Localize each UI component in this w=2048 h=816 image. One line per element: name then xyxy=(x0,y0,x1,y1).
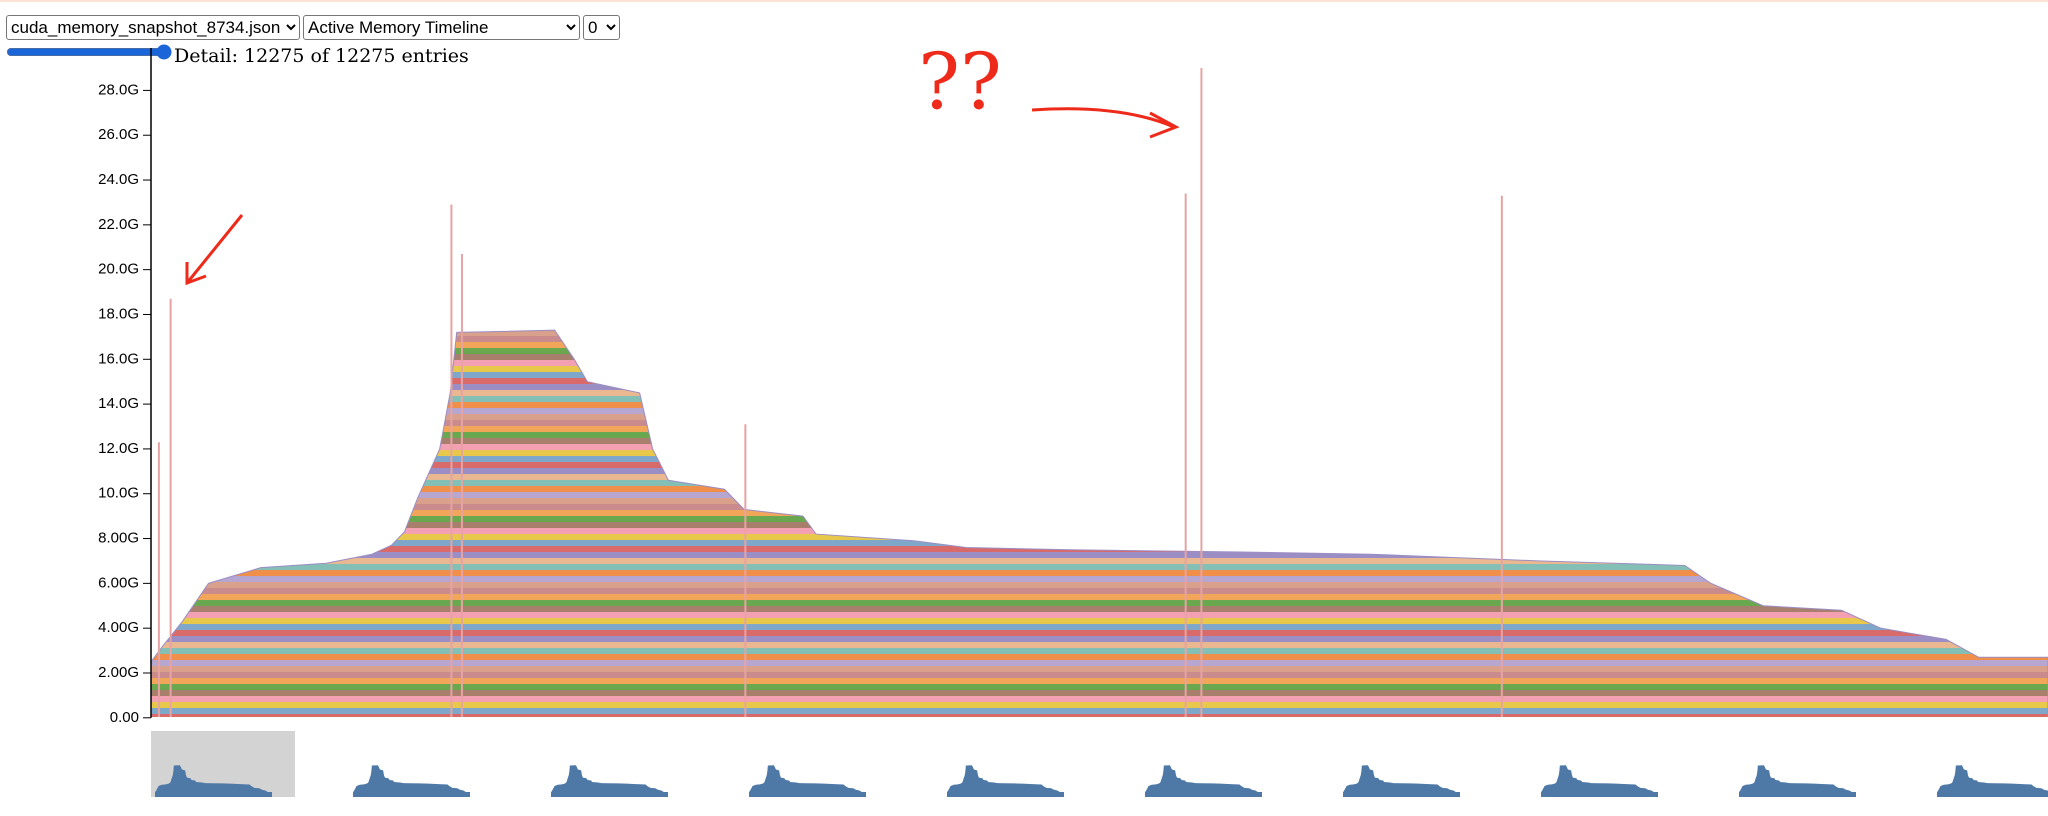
detail-slider[interactable] xyxy=(6,44,172,60)
minimap-area xyxy=(1937,765,2048,797)
minimap-area xyxy=(749,765,866,797)
minimap-area xyxy=(155,765,272,797)
memory-area xyxy=(151,329,2048,717)
minimap-area xyxy=(1541,765,1658,797)
toolbar: cuda_memory_snapshot_8734.json Active Me… xyxy=(6,15,620,40)
y-tick-label: 2.00G xyxy=(98,664,139,681)
y-tick-label: 8.00G xyxy=(98,530,139,547)
y-tick-label: 14.0G xyxy=(98,395,139,412)
y-tick-label: 20.0G xyxy=(98,261,139,278)
y-tick-label: 24.0G xyxy=(98,171,139,188)
minimap-area xyxy=(1739,765,1856,797)
y-tick-label: 18.0G xyxy=(98,305,139,322)
view-select[interactable]: Active Memory Timeline xyxy=(303,15,580,40)
file-select[interactable]: cuda_memory_snapshot_8734.json xyxy=(6,15,300,40)
device-select[interactable]: 0 xyxy=(583,15,620,40)
y-tick-label: 22.0G xyxy=(98,216,139,233)
y-tick-label: 10.0G xyxy=(98,485,139,502)
y-tick-label: 26.0G xyxy=(98,126,139,143)
minimap-area xyxy=(1145,765,1262,797)
detail-text: Detail: 12275 of 12275 entries xyxy=(174,45,469,67)
annotation-text: ?? xyxy=(918,38,1002,128)
y-tick-label: 12.0G xyxy=(98,440,139,457)
y-tick-label: 16.0G xyxy=(98,350,139,367)
y-tick-label: 28.0G xyxy=(98,81,139,98)
y-tick-label: 6.00G xyxy=(98,574,139,591)
minimap-selection xyxy=(151,731,295,797)
minimap-area xyxy=(1343,765,1460,797)
y-tick-label: 0.00 xyxy=(110,709,139,726)
minimap-area xyxy=(353,765,470,797)
arrow-annotation xyxy=(185,214,244,286)
y-tick-label: 4.00G xyxy=(98,619,139,636)
minimap-area xyxy=(551,765,668,797)
minimap-area xyxy=(947,765,1064,797)
minimap-background xyxy=(0,724,2048,816)
arrow-annotation xyxy=(1031,107,1180,139)
